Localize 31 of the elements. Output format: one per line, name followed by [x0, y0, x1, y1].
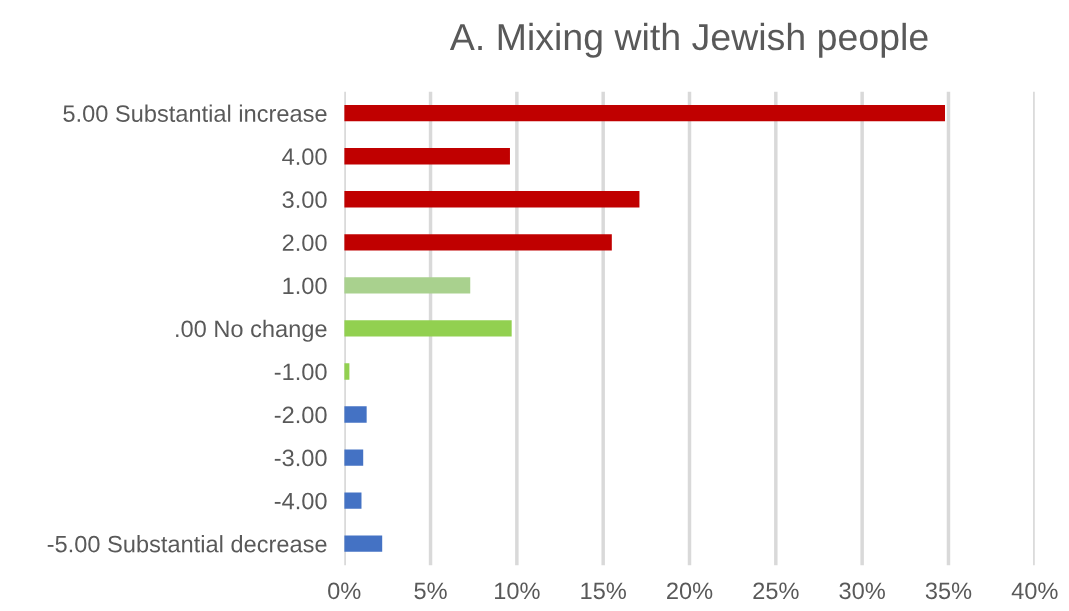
x-tick-label: 0% — [328, 582, 361, 600]
bar — [344, 277, 471, 294]
x-tick-label: 30% — [839, 582, 885, 600]
x-tick-label: 5% — [414, 582, 447, 600]
x-tick-label: 35% — [925, 582, 972, 600]
y-tick-label: -2.00 — [274, 406, 327, 424]
y-tick-label: 4.00 — [282, 148, 327, 166]
bar — [344, 104, 946, 122]
x-tick-label: 40% — [1011, 582, 1058, 600]
y-tick-label: -3.00 — [274, 449, 327, 467]
y-tick-label: 2.00 — [282, 234, 327, 252]
x-tick-label: 15% — [581, 582, 626, 600]
y-tick-label: -4.00 — [274, 492, 327, 510]
y-tick-label: 5.00 Substantial increase — [63, 104, 327, 122]
bar — [344, 535, 383, 552]
y-tick-label: 1.00 — [283, 277, 327, 295]
x-tick-label: 10% — [495, 582, 540, 600]
bar — [344, 406, 367, 423]
y-tick-label: 3.00 — [282, 191, 327, 209]
y-tick-label: -1.00 — [274, 363, 327, 381]
bar — [344, 492, 362, 509]
y-tick-label: -5.00 Substantial decrease — [47, 535, 327, 553]
bar — [344, 320, 512, 337]
bar — [344, 234, 612, 251]
y-tick-label: .00 No change — [176, 319, 327, 342]
chart-title: A. Mixing with Jewish people — [449, 22, 928, 58]
bar — [344, 449, 364, 466]
x-tick-label: 20% — [667, 582, 713, 600]
x-tick-label: 25% — [753, 582, 799, 600]
bar — [344, 191, 640, 208]
bar — [344, 148, 510, 165]
